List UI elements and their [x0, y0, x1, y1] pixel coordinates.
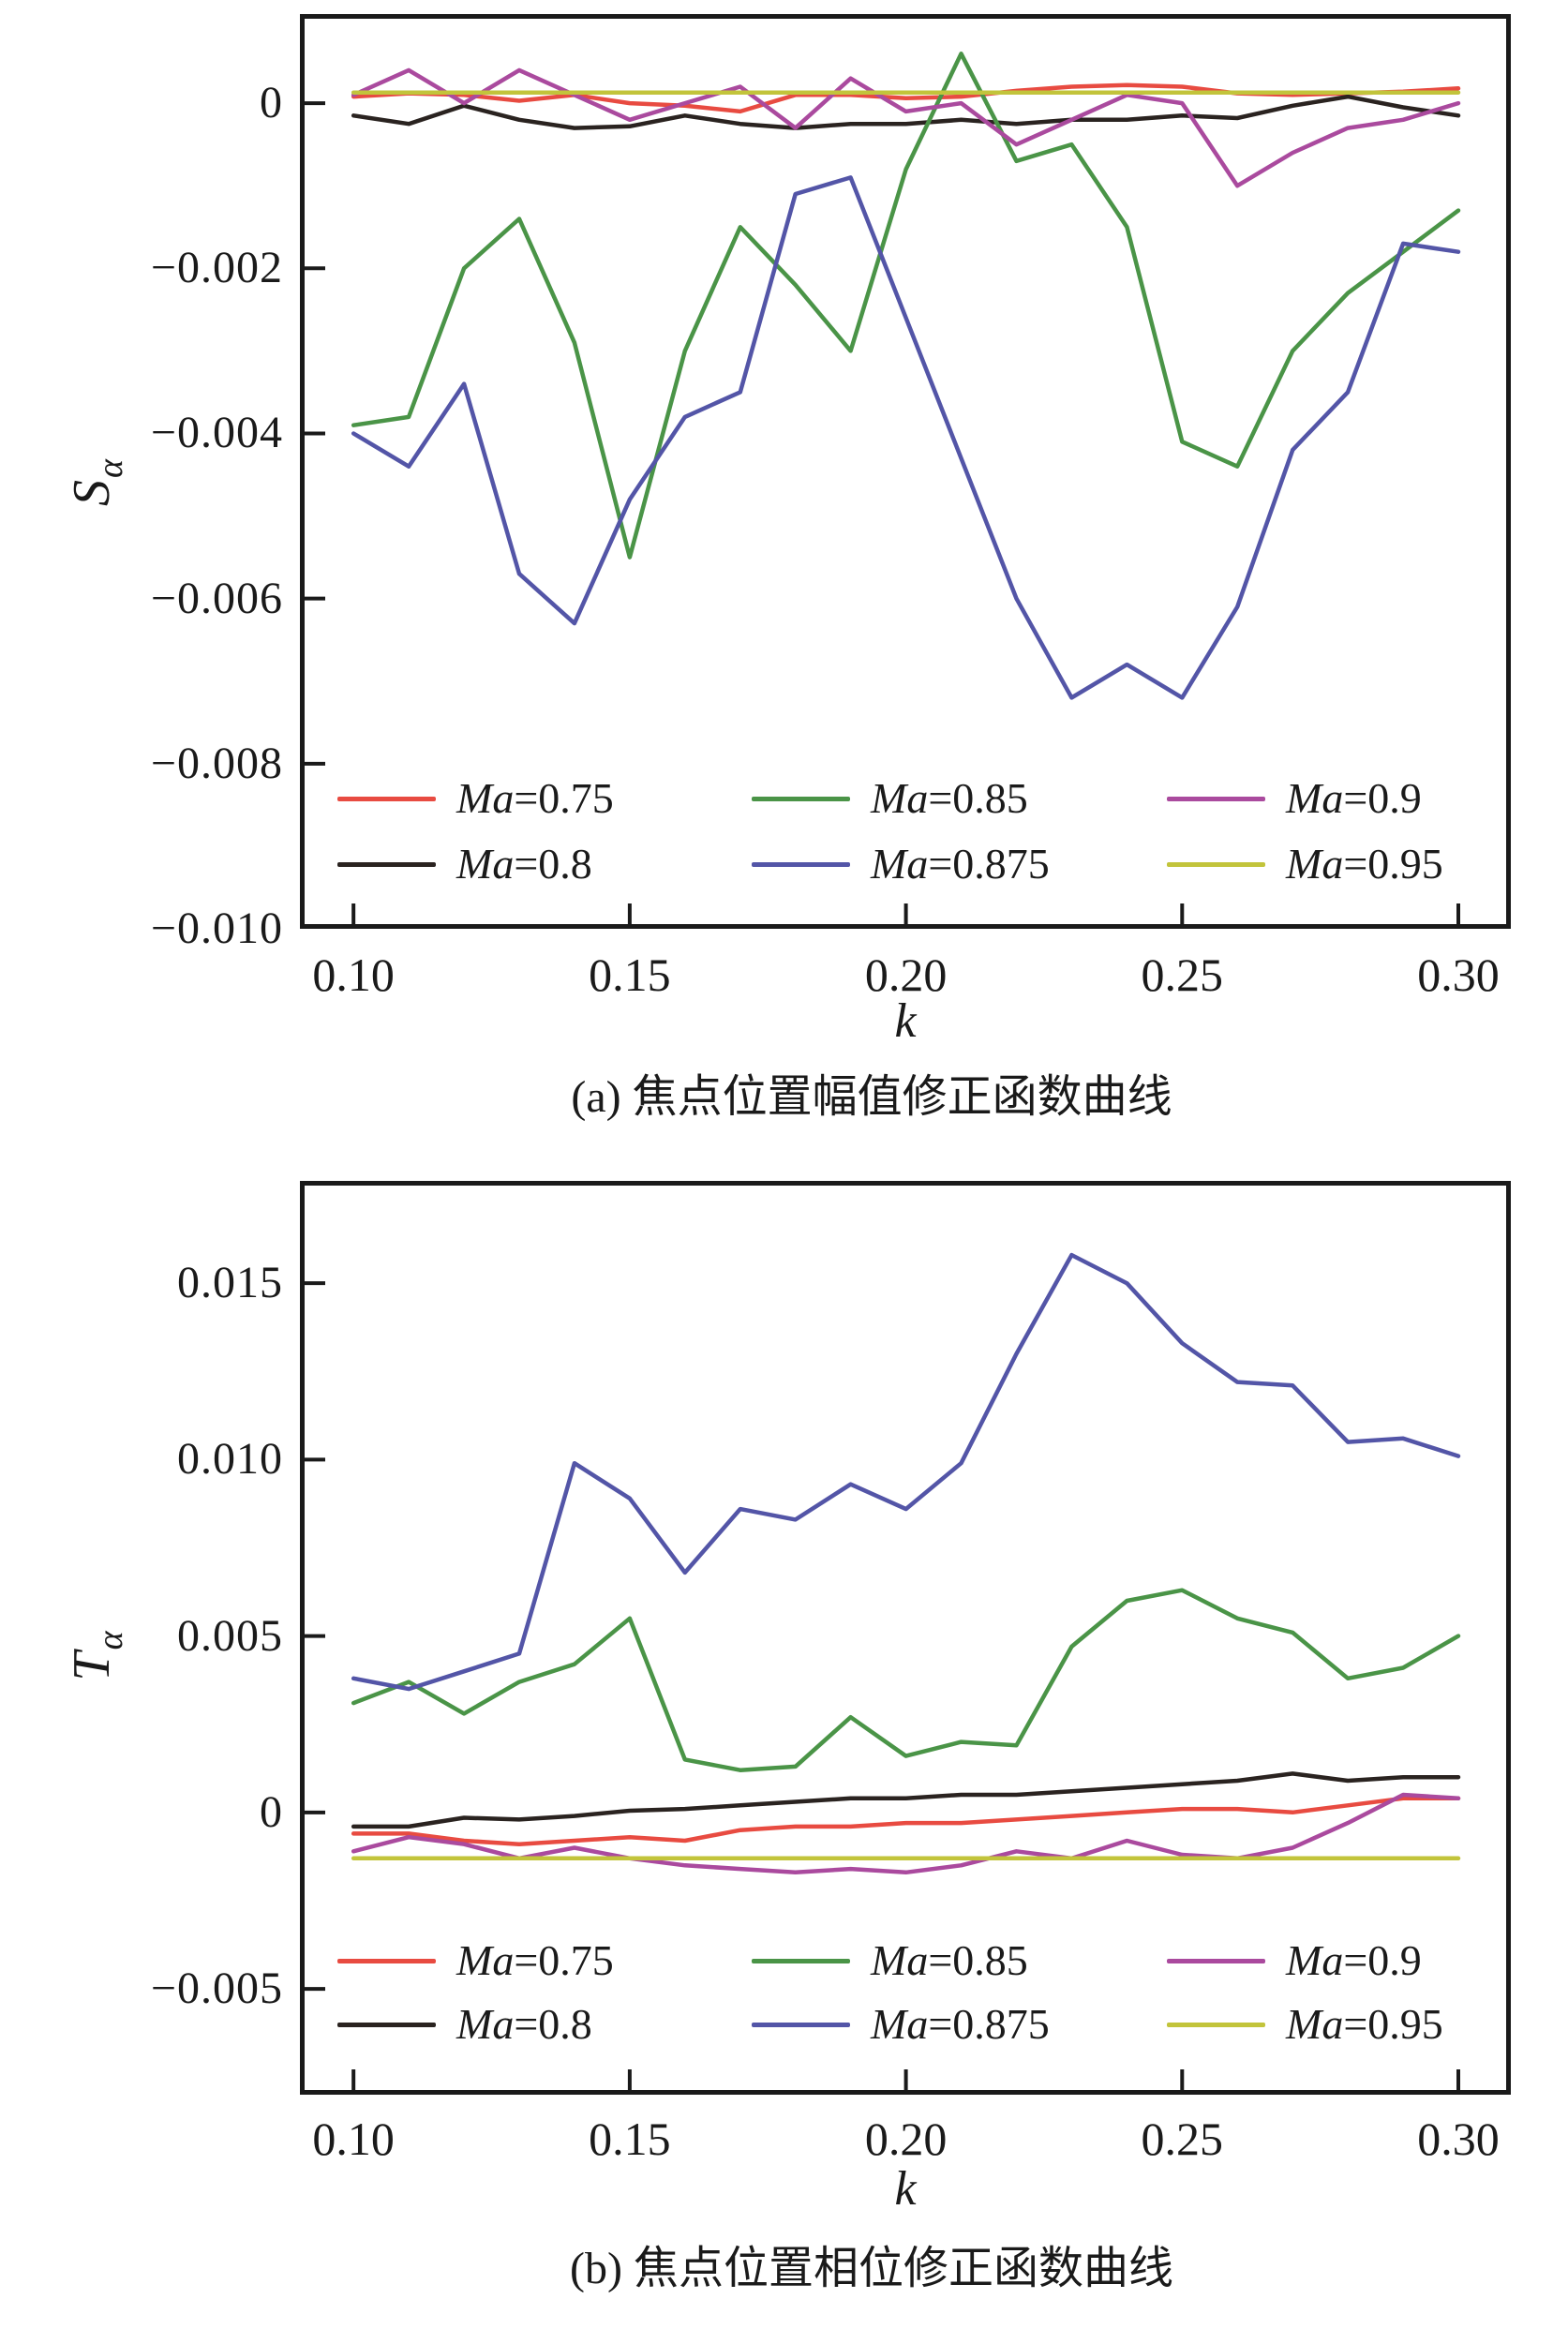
x-tick-label: 0.15 [589, 948, 671, 1001]
caption-b: (b) 焦点位置相位修正函数曲线 [570, 2244, 1173, 2293]
y-tick-label: 0 [260, 1786, 283, 1837]
x-axis-label-b: k [894, 2162, 917, 2216]
legend-label-Ma=0.8: Ma=0.8 [456, 840, 592, 888]
y-tick-label: −0.008 [150, 738, 283, 788]
legend-swatch-Ma=0.875 [752, 861, 850, 867]
x-tick-label: 0.25 [1141, 2113, 1224, 2165]
legend-swatch-Ma=0.8 [337, 861, 436, 867]
legend-label-Ma=0.875: Ma=0.875 [871, 840, 1050, 888]
y-tick-label: −0.002 [150, 243, 283, 293]
legend-label-Ma=0.95: Ma=0.95 [1286, 840, 1443, 888]
plot-frame [300, 1181, 1511, 2095]
y-tick-label: −0.004 [150, 408, 283, 458]
y-tick-label: 0.005 [177, 1610, 283, 1661]
series-line-Ma=0.75 [351, 1796, 1461, 1846]
legend-swatch-Ma=0.95 [1167, 861, 1265, 867]
plot-area-a [300, 14, 1511, 929]
y-axis-subscript: α [91, 459, 130, 478]
legend-label-Ma=0.75: Ma=0.75 [456, 1936, 614, 1984]
legend-swatch-Ma=0.95 [1167, 2022, 1265, 2027]
series-line-Ma=0.8 [351, 94, 1461, 130]
y-tick-label: −0.010 [150, 903, 283, 953]
legend-swatch-Ma=0.875 [752, 2022, 850, 2027]
series-line-Ma=0.8 [351, 1771, 1461, 1829]
y-tick-label: 0 [260, 78, 283, 128]
x-tick-label: 0.10 [312, 948, 395, 1001]
series-line-Ma=0.85 [351, 52, 1461, 560]
legend-swatch-Ma=0.8 [337, 2022, 436, 2027]
plot-area-b [300, 1181, 1511, 2095]
series-line-Ma=0.875 [351, 175, 1461, 700]
x-axis-label-a: k [894, 994, 917, 1048]
legend-swatch-Ma=0.75 [337, 1958, 436, 1963]
legend-swatch-Ma=0.9 [1167, 796, 1265, 801]
caption-a: (a) 焦点位置幅值修正函数曲线 [571, 1072, 1172, 1122]
x-tick-label: 0.15 [589, 2113, 671, 2165]
y-axis-letter: S [63, 479, 121, 506]
y-tick-label: −0.005 [150, 1963, 283, 2014]
x-tick-label: 0.10 [312, 2113, 395, 2165]
y-tick-label: 0.010 [177, 1434, 283, 1485]
y-tick-label: 0.015 [177, 1258, 283, 1308]
series-line-Ma=0.85 [351, 1588, 1461, 1772]
legend-label-Ma=0.85: Ma=0.85 [871, 774, 1028, 822]
legend-swatch-Ma=0.85 [752, 1958, 850, 1963]
plot-frame [300, 14, 1511, 929]
legend-label-Ma=0.875: Ma=0.875 [871, 2000, 1050, 2048]
legend-label-Ma=0.9: Ma=0.9 [1286, 1936, 1422, 1984]
x-tick-label: 0.25 [1141, 948, 1224, 1001]
x-tick-label: 0.20 [864, 2113, 948, 2165]
x-tick-label: 0.30 [1417, 2113, 1500, 2165]
legend-swatch-Ma=0.85 [752, 796, 850, 801]
legend-swatch-Ma=0.75 [337, 796, 436, 801]
legend-label-Ma=0.8: Ma=0.8 [456, 2000, 592, 2048]
series-line-Ma=0.875 [351, 1252, 1461, 1692]
y-tick-label: −0.006 [150, 573, 283, 623]
series-line-Ma=0.9 [351, 67, 1461, 188]
legend-label-Ma=0.95: Ma=0.95 [1286, 2000, 1443, 2048]
legend-label-Ma=0.85: Ma=0.85 [871, 1936, 1028, 1984]
x-tick-label: 0.30 [1417, 948, 1500, 1001]
legend-label-Ma=0.75: Ma=0.75 [456, 774, 614, 822]
legend-swatch-Ma=0.9 [1167, 1958, 1265, 1963]
series-line-Ma=0.9 [351, 1792, 1461, 1875]
legend-label-Ma=0.9: Ma=0.9 [1286, 774, 1422, 822]
x-tick-label: 0.20 [864, 948, 948, 1001]
